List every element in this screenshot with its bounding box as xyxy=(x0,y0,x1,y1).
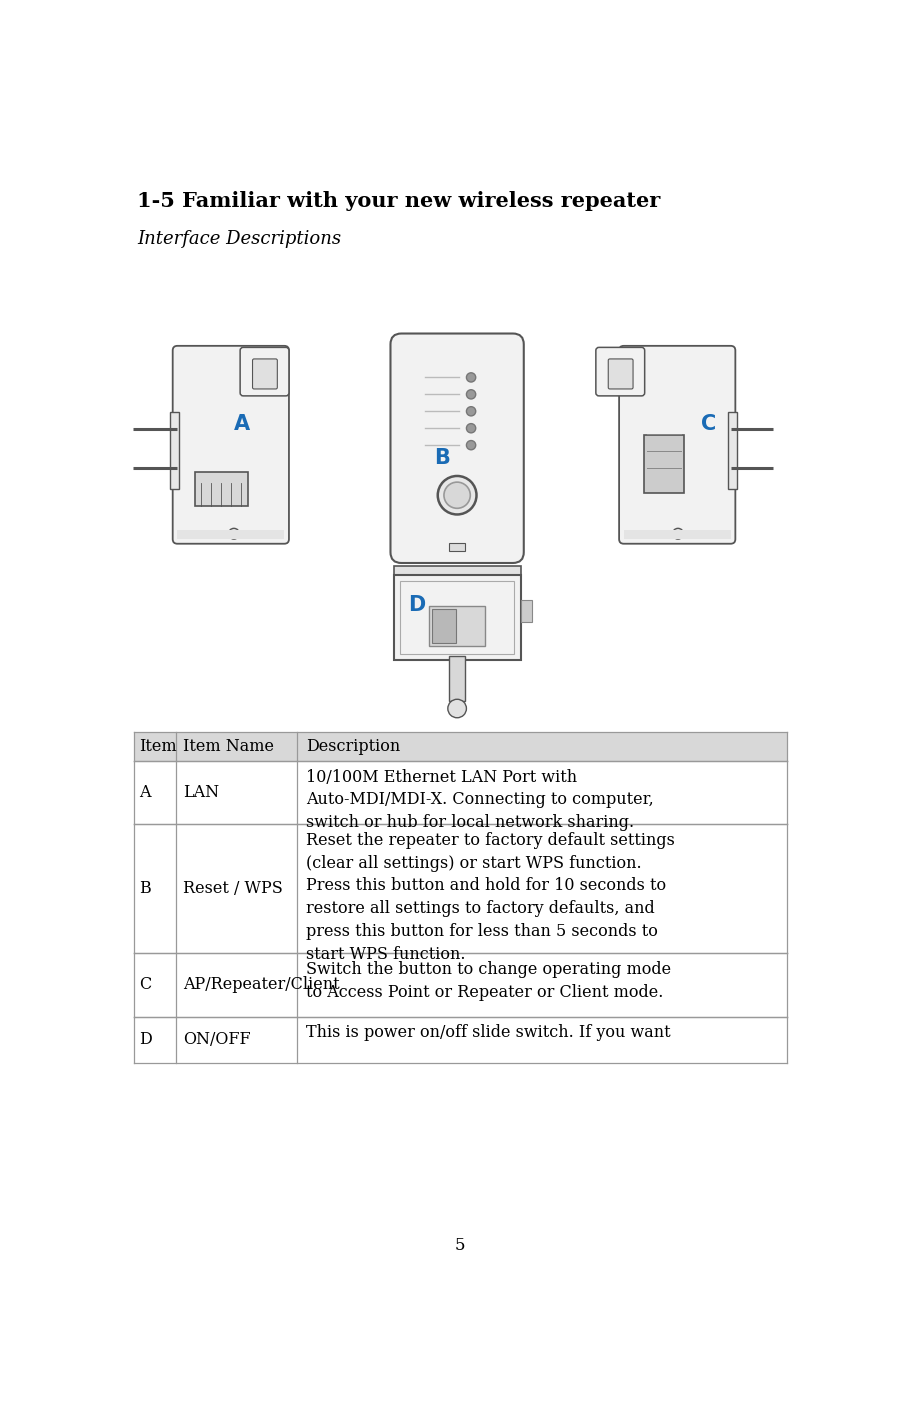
Circle shape xyxy=(448,700,466,718)
Bar xyxy=(429,606,485,646)
Text: LAN: LAN xyxy=(183,783,219,800)
Text: This is power on/off slide switch. If you want: This is power on/off slide switch. If yo… xyxy=(306,1025,671,1042)
Bar xyxy=(624,529,731,539)
Bar xyxy=(134,824,787,954)
Text: 5: 5 xyxy=(455,1237,465,1254)
Bar xyxy=(170,412,179,490)
Bar xyxy=(134,761,787,824)
Circle shape xyxy=(466,424,476,433)
Circle shape xyxy=(228,528,240,539)
FancyBboxPatch shape xyxy=(608,359,633,389)
FancyBboxPatch shape xyxy=(596,348,645,396)
Text: C: C xyxy=(701,413,717,434)
Circle shape xyxy=(444,482,471,508)
Text: 1-5 Familiar with your new wireless repeater: 1-5 Familiar with your new wireless repe… xyxy=(137,192,660,211)
Text: A: A xyxy=(139,783,151,800)
FancyBboxPatch shape xyxy=(252,359,277,389)
Bar xyxy=(432,609,455,643)
Bar xyxy=(393,575,521,660)
Circle shape xyxy=(466,407,476,416)
Bar xyxy=(177,529,285,539)
FancyBboxPatch shape xyxy=(240,348,289,396)
Text: Description: Description xyxy=(306,738,401,755)
FancyBboxPatch shape xyxy=(172,346,289,543)
Text: Reset / WPS: Reset / WPS xyxy=(183,880,283,897)
Bar xyxy=(393,566,521,580)
FancyBboxPatch shape xyxy=(391,333,524,563)
Text: Item Name: Item Name xyxy=(183,738,275,755)
Text: Item: Item xyxy=(139,738,177,755)
Text: ON/OFF: ON/OFF xyxy=(183,1032,251,1049)
Text: 10/100M Ethernet LAN Port with
Auto-MDI/MDI-X. Connecting to computer,
switch or: 10/100M Ethernet LAN Port with Auto-MDI/… xyxy=(306,769,654,832)
Bar xyxy=(134,1016,787,1063)
Text: C: C xyxy=(139,976,152,993)
Bar xyxy=(727,412,737,490)
Circle shape xyxy=(673,528,683,539)
Bar xyxy=(521,600,532,622)
FancyBboxPatch shape xyxy=(619,346,735,543)
Bar xyxy=(449,543,465,551)
Text: B: B xyxy=(139,880,151,897)
Circle shape xyxy=(466,373,476,382)
Text: A: A xyxy=(233,413,250,434)
Text: Reset the repeater to factory default settings
(clear all settings) or start WPS: Reset the repeater to factory default se… xyxy=(306,832,675,964)
Circle shape xyxy=(437,475,477,515)
Text: Interface Descriptions: Interface Descriptions xyxy=(137,230,341,247)
Text: Switch the button to change operating mode
to Access Point or Repeater or Client: Switch the button to change operating mo… xyxy=(306,961,672,1000)
Bar xyxy=(449,656,465,701)
Text: D: D xyxy=(139,1032,152,1049)
Text: B: B xyxy=(434,448,450,468)
Circle shape xyxy=(466,390,476,399)
Bar xyxy=(644,436,684,492)
Bar xyxy=(134,954,787,1016)
Bar xyxy=(195,473,248,507)
Bar xyxy=(400,582,515,654)
Text: AP/Repeater/Client: AP/Repeater/Client xyxy=(183,976,340,993)
Text: D: D xyxy=(409,595,426,614)
Bar xyxy=(134,732,787,761)
Circle shape xyxy=(466,440,476,450)
